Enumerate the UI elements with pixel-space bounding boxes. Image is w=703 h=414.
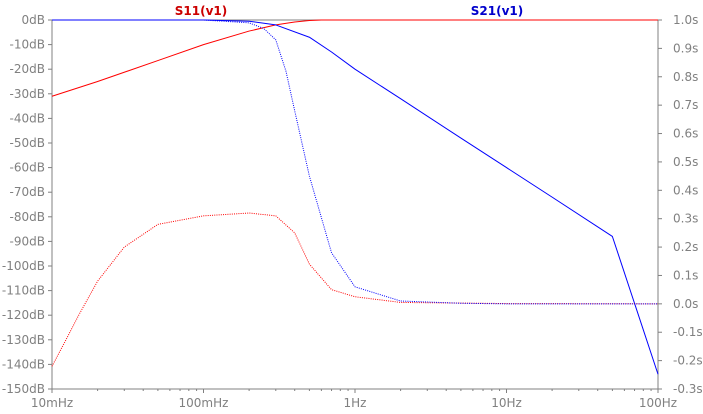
x-tick-label: 100mHz	[179, 396, 229, 410]
left-tick-label: -80dB	[10, 210, 45, 224]
left-axis-ticks: 0dB -10dB -20dB -30dB -40dB -50dB -60dB -70dB -8…	[2, 13, 52, 396]
left-tick-label: -40dB	[10, 111, 45, 125]
legend-item-s21v1: S21(v1)	[471, 4, 523, 18]
series-s11v1-magnitude-line	[51, 19, 658, 97]
left-tick-label: -120dB	[2, 308, 45, 322]
left-tick-label: -50dB	[10, 136, 45, 150]
left-tick-label: -10dB	[10, 38, 45, 52]
series-s21v1-group-delay-line	[52, 19, 658, 305]
legend: S11(v1) S21(v1)	[175, 4, 523, 18]
x-tick-label: 10mHz	[31, 396, 73, 410]
series-group	[51, 19, 659, 375]
left-tick-label: -90dB	[10, 234, 45, 248]
left-tick-label: -110dB	[2, 284, 45, 298]
right-tick-label: 0.2s	[673, 240, 698, 254]
right-tick-label: 0.8s	[673, 70, 698, 84]
left-tick-label: -60dB	[10, 161, 45, 175]
x-axis-ticks: 10mHz 100mHz 1Hz 10Hz 100Hz	[31, 389, 677, 410]
series-s11v1-group-delay-line	[51, 212, 659, 367]
right-tick-label: 0.7s	[673, 98, 698, 112]
legend-item-s11v1: S11(v1)	[175, 4, 227, 18]
x-tick-label: 1Hz	[344, 396, 367, 410]
right-tick-label: 0.4s	[673, 183, 698, 197]
series-s21v1-magnitude-line	[52, 19, 659, 375]
right-tick-label: 0.5s	[673, 155, 698, 169]
left-tick-label: -70dB	[10, 185, 45, 199]
right-tick-label: 0.3s	[673, 212, 698, 226]
left-tick-label: -100dB	[2, 259, 45, 273]
x-tick-label: 10Hz	[491, 396, 522, 410]
right-tick-label: 1.0s	[673, 13, 698, 27]
right-tick-label: 0.9s	[673, 41, 698, 55]
right-tick-label: 0.0s	[673, 297, 698, 311]
right-tick-label: -0.2s	[673, 354, 703, 368]
right-tick-label: -0.3s	[673, 382, 703, 396]
left-tick-label: -140dB	[2, 357, 45, 371]
left-tick-label: 0dB	[22, 13, 45, 27]
right-tick-label: -0.1s	[673, 325, 703, 339]
right-axis-ticks: 1.0s 0.9s 0.8s 0.7s 0.6s 0.5s 0.4s 0.3s 0.2s 0.1s…	[658, 13, 703, 396]
left-tick-label: -20dB	[10, 62, 45, 76]
plot-frame	[51, 19, 659, 390]
left-tick-label: -150dB	[2, 382, 45, 396]
right-tick-label: 0.1s	[673, 268, 698, 282]
left-tick-label: -130dB	[2, 333, 45, 347]
x-tick-label: 100Hz	[639, 396, 677, 410]
left-tick-label: -30dB	[10, 87, 45, 101]
right-tick-label: 0.6s	[673, 127, 698, 141]
